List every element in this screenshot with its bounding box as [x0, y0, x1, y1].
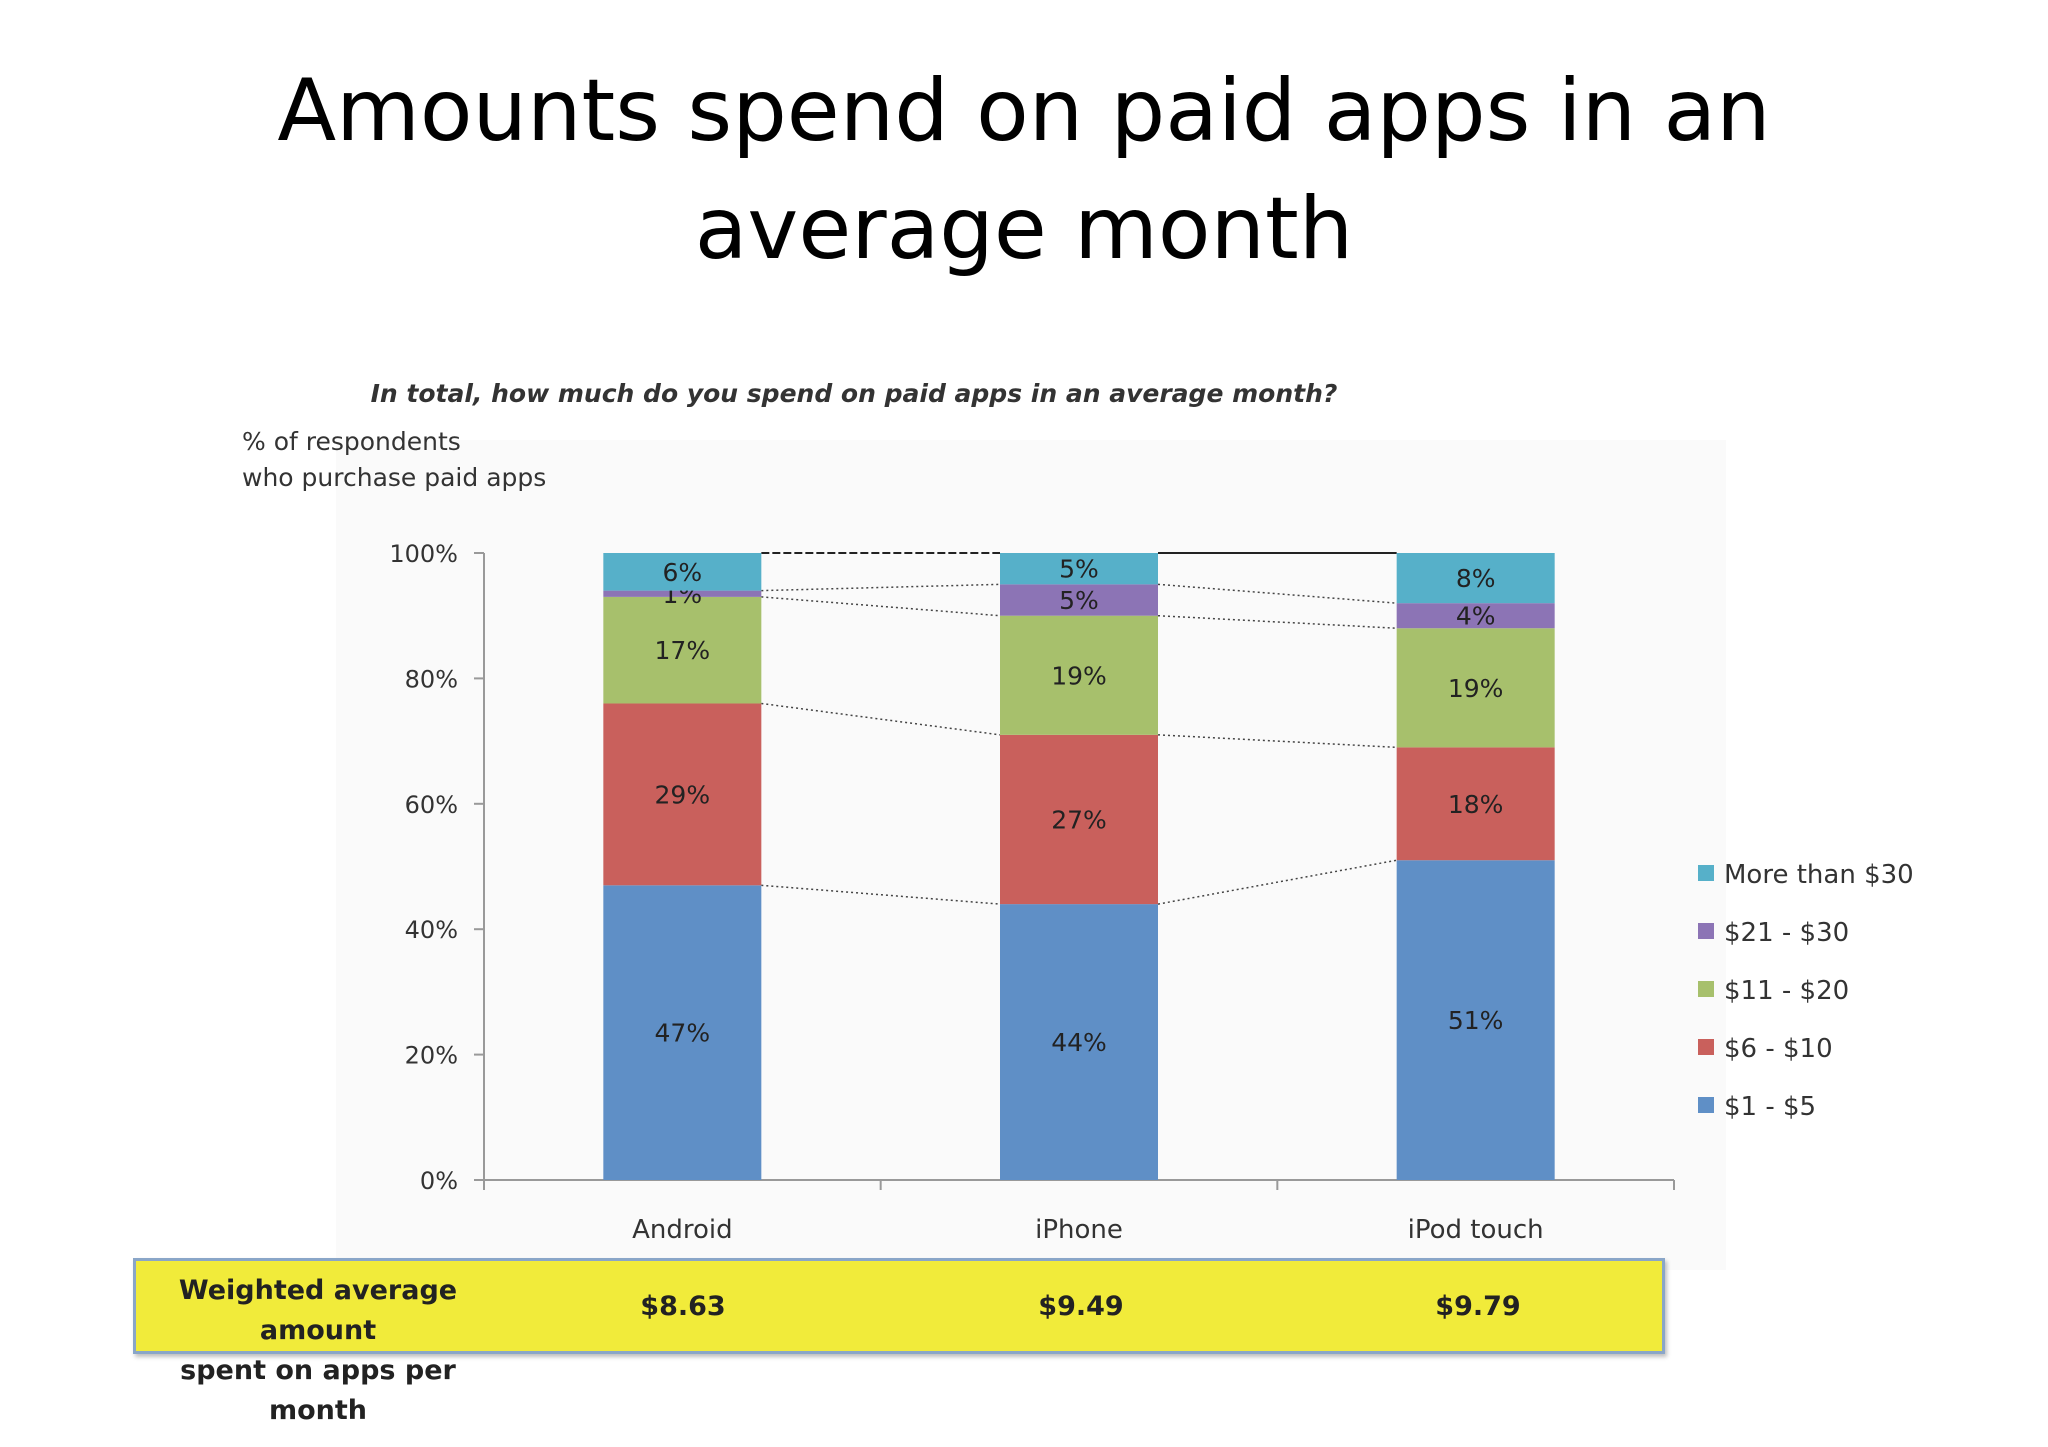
- bar-ipod-touch-6-10: [1396, 747, 1555, 861]
- data-label-ipod-touch-11-20: 19%: [1448, 674, 1504, 703]
- x-tick-label-iphone: iPhone: [1035, 1215, 1123, 1245]
- weighted-average-iphone: $9.49: [1038, 1291, 1124, 1322]
- data-label-ipod-touch-1-5: 51%: [1448, 1006, 1504, 1035]
- bar-iphone-6-10: [1000, 734, 1158, 905]
- bar-ipod-touch-more-than-30: [1396, 553, 1555, 604]
- legend-swatch-more-than-30: [1698, 865, 1714, 881]
- legend-label-11-20: $11 - $20: [1724, 976, 1849, 1006]
- y-tick-label: 100%: [389, 540, 458, 568]
- legend-label-more-than-30: More than $30: [1724, 860, 1914, 890]
- bar-iphone-21-30: [1000, 584, 1158, 616]
- series-connector-line: [761, 884, 1001, 905]
- legend-swatch-11-20: [1698, 981, 1714, 997]
- x-tick-label-ipod-touch: iPod touch: [1408, 1215, 1544, 1245]
- data-label-ipod-touch-21-30: 4%: [1456, 602, 1496, 631]
- series-connector-line: [1157, 859, 1397, 905]
- bar-android-6-10: [603, 703, 762, 886]
- bar-iphone-more-than-30: [1000, 553, 1158, 585]
- y-tick-label: 80%: [405, 665, 458, 693]
- y-tick-label: 0%: [420, 1167, 458, 1195]
- data-label-android-more-than-30: 6%: [662, 558, 702, 587]
- bar-android-11-20: [603, 596, 762, 704]
- data-label-ipod-touch-6-10: 18%: [1448, 790, 1504, 819]
- series-connector-line: [1157, 583, 1397, 604]
- legend-swatch-21-30: [1698, 923, 1714, 939]
- weighted-average-label: Weighted average amount spent on apps pe…: [178, 1275, 458, 1426]
- bar-ipod-touch-1-5: [1396, 860, 1555, 1180]
- x-tick-label-android: Android: [632, 1215, 733, 1245]
- series-connector-line: [1157, 734, 1397, 749]
- weighted-average-table: Weighted average amount spent on apps pe…: [133, 1258, 1665, 1426]
- y-tick-label: 40%: [405, 916, 458, 944]
- data-label-ipod-touch-more-than-30: 8%: [1456, 564, 1496, 593]
- plot-area: 0%20%40%60%80%100%47%29%17%1%6%Android44…: [389, 540, 1913, 1245]
- data-label-android-6-10: 29%: [655, 780, 711, 809]
- legend-label-6-10: $6 - $10: [1724, 1034, 1833, 1064]
- legend-swatch-1-5: [1698, 1097, 1714, 1113]
- weighted-average-android: $8.63: [640, 1291, 726, 1322]
- bar-ipod-touch-21-30: [1396, 603, 1555, 629]
- y-axis-label: % of respondents who purchase paid apps: [242, 427, 546, 492]
- y-tick-label: 20%: [405, 1042, 458, 1070]
- bar-android-21-30: [603, 590, 762, 597]
- data-label-iphone-1-5: 44%: [1051, 1028, 1107, 1057]
- slide-title: Amounts spend on paid apps in an average…: [277, 61, 1771, 279]
- data-label-iphone-6-10: 27%: [1051, 805, 1107, 834]
- chart-panel: In total, how much do you spend on paid …: [242, 379, 1914, 1270]
- bar-ipod-touch-11-20: [1396, 628, 1555, 748]
- data-label-iphone-11-20: 19%: [1051, 661, 1107, 690]
- bar-iphone-1-5: [1000, 904, 1158, 1180]
- legend-swatch-6-10: [1698, 1039, 1714, 1055]
- bar-android-1-5: [603, 885, 762, 1180]
- legend-label-21-30: $21 - $30: [1724, 918, 1849, 948]
- stacked-bar-chart: In total, how much do you spend on paid …: [242, 379, 1914, 1245]
- chart-title: In total, how much do you spend on paid …: [371, 379, 1338, 408]
- bar-android-more-than-30: [603, 553, 762, 591]
- data-label-iphone-21-30: 5%: [1059, 586, 1099, 615]
- legend-label-1-5: $1 - $5: [1724, 1092, 1816, 1122]
- weighted-average-ipod-touch: $9.79: [1435, 1291, 1521, 1322]
- data-label-iphone-more-than-30: 5%: [1059, 555, 1099, 584]
- bar-iphone-11-20: [1000, 615, 1158, 735]
- data-label-android-1-5: 47%: [655, 1019, 711, 1048]
- data-label-android-11-20: 17%: [655, 636, 711, 665]
- series-connector-line: [761, 596, 1001, 617]
- y-tick-label: 60%: [405, 791, 458, 819]
- series-connector-line: [1157, 614, 1397, 629]
- series-connector-line: [761, 702, 1001, 736]
- series-connector-line: [761, 583, 1001, 592]
